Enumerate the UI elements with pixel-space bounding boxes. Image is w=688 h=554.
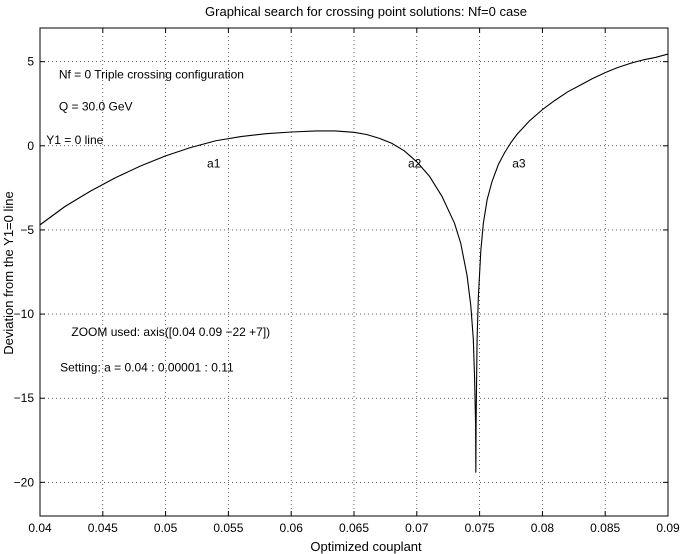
x-tick-label: 0.07 — [405, 521, 429, 535]
x-tick-label: 0.06 — [280, 521, 304, 535]
annotation-text: Setting: a = 0.04 : 0.00001 : 0.11 — [60, 360, 234, 374]
x-tick-label: 0.065 — [339, 521, 369, 535]
y-tick-label: −10 — [14, 307, 35, 321]
x-axis-label: Optimized couplant — [310, 539, 422, 554]
annotation-text: a3 — [512, 157, 526, 171]
annotation-text: Nf = 0 Triple crossing configuration — [59, 67, 244, 81]
grid-lines — [40, 28, 668, 516]
annotation-text: ZOOM used: axis([0.04 0.09 −22 +7]) — [71, 325, 270, 339]
chart-title: Graphical search for crossing point solu… — [205, 4, 527, 19]
series-layer — [39, 53, 669, 473]
x-tick-label: 0.04 — [28, 521, 52, 535]
series-line — [39, 53, 669, 473]
y-tick-label: −5 — [20, 223, 34, 237]
annotation-text: Q = 30.0 GeV — [59, 99, 133, 113]
y-axis-label: Deviation from the Y1=0 line — [1, 191, 16, 354]
annotation-text: a2 — [408, 157, 422, 171]
x-tick-label: 0.09 — [656, 521, 680, 535]
x-tick-label: 0.05 — [154, 521, 178, 535]
y-tick-label: −15 — [14, 391, 35, 405]
y-tick-label: 0 — [27, 139, 34, 153]
annotation-text: a1 — [207, 157, 221, 171]
x-tick-label: 0.08 — [531, 521, 555, 535]
axis-ticks: 0.04 0.045 0.05 0.055 0.06 0.065 0.07 0.075 0.08… — [14, 28, 680, 535]
y-tick-label: −20 — [14, 475, 35, 489]
x-tick-label: 0.085 — [590, 521, 620, 535]
x-tick-label: 0.075 — [465, 521, 495, 535]
y-tick-label: 5 — [27, 55, 34, 69]
x-tick-label: 0.045 — [88, 521, 118, 535]
x-tick-label: 0.055 — [213, 521, 243, 535]
annotations: Nf = 0 Triple crossing configuration Q = … — [46, 67, 526, 374]
axes-box — [39, 27, 669, 517]
annotation-text: Y1 = 0 line — [46, 133, 103, 147]
